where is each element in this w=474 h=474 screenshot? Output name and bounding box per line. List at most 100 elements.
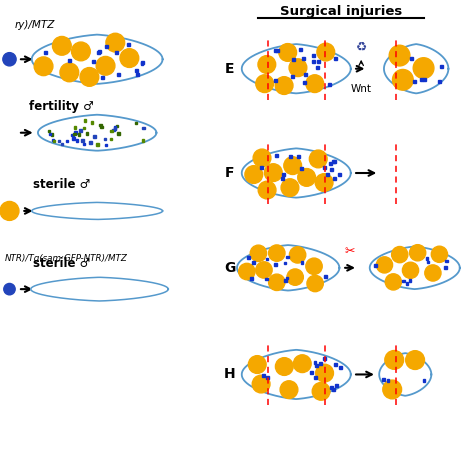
Bar [420, 78, 423, 81]
Bar [68, 59, 71, 62]
Bar [91, 121, 93, 124]
Bar [302, 57, 305, 60]
Bar [52, 139, 54, 141]
Bar [103, 137, 106, 140]
Text: ry)/MTZ: ry)/MTZ [14, 19, 55, 30]
Circle shape [250, 245, 266, 262]
Circle shape [287, 269, 303, 285]
Bar [314, 376, 317, 379]
Bar [61, 143, 63, 145]
Bar [312, 54, 315, 57]
Bar [83, 143, 85, 146]
Circle shape [310, 150, 327, 168]
Circle shape [0, 201, 19, 220]
Circle shape [245, 166, 263, 183]
Bar [423, 79, 426, 82]
Bar [445, 260, 447, 263]
Bar [140, 63, 144, 65]
Bar [250, 277, 253, 280]
Circle shape [252, 375, 270, 393]
Bar [105, 45, 108, 47]
Bar [274, 80, 277, 82]
Bar [426, 257, 428, 260]
Bar [297, 155, 300, 158]
Bar [286, 255, 289, 258]
Bar [323, 166, 326, 169]
Polygon shape [237, 245, 339, 291]
Bar [328, 83, 331, 86]
Circle shape [34, 57, 53, 76]
Text: G: G [224, 261, 236, 275]
Bar [101, 76, 104, 79]
Bar [329, 162, 332, 165]
Circle shape [253, 149, 271, 167]
Circle shape [80, 68, 99, 86]
Bar [374, 264, 377, 267]
Circle shape [53, 36, 71, 55]
Bar [142, 139, 144, 142]
Circle shape [281, 179, 299, 197]
Bar [330, 168, 333, 171]
Circle shape [280, 381, 298, 399]
Circle shape [383, 380, 401, 399]
Circle shape [413, 58, 434, 78]
Bar [71, 134, 74, 137]
Polygon shape [370, 246, 460, 289]
Bar [274, 263, 277, 266]
Circle shape [316, 364, 334, 382]
Bar [48, 130, 50, 132]
Bar [89, 141, 91, 144]
Bar [84, 119, 86, 122]
Text: Surgical injuries: Surgical injuries [280, 5, 402, 18]
Circle shape [317, 43, 335, 61]
Bar [51, 133, 53, 136]
Bar [324, 275, 327, 278]
Circle shape [256, 75, 273, 92]
Text: sterile ♂: sterile ♂ [33, 256, 90, 270]
Bar [97, 51, 100, 54]
Polygon shape [242, 350, 351, 399]
Text: H: H [224, 367, 236, 382]
Bar [410, 57, 413, 60]
Bar [58, 140, 61, 142]
Bar [276, 49, 279, 52]
Bar [301, 261, 303, 264]
Bar [117, 132, 120, 135]
Bar [300, 166, 303, 170]
Polygon shape [242, 44, 351, 93]
Bar [333, 177, 337, 181]
Text: NTR)/Tg(sam:GFP-NTR)/MTZ: NTR)/Tg(sam:GFP-NTR)/MTZ [5, 254, 128, 263]
Bar [93, 136, 96, 138]
Bar [82, 139, 84, 142]
Bar [105, 144, 107, 146]
Bar [304, 73, 307, 76]
Bar [409, 279, 411, 282]
Text: E: E [225, 62, 235, 76]
Bar [48, 133, 51, 135]
Bar [265, 278, 268, 281]
Bar [78, 133, 80, 136]
Circle shape [312, 383, 330, 400]
Bar [274, 49, 277, 52]
Polygon shape [38, 115, 156, 151]
Bar [135, 122, 137, 124]
Polygon shape [242, 148, 351, 198]
Circle shape [410, 245, 426, 261]
Bar [53, 140, 55, 143]
Circle shape [306, 258, 322, 274]
Bar [114, 126, 117, 128]
Bar [275, 154, 278, 156]
Text: fertility ♂: fertility ♂ [29, 100, 94, 113]
Bar [332, 160, 335, 163]
Circle shape [402, 262, 419, 278]
Bar [316, 66, 319, 69]
Bar [312, 60, 315, 63]
Circle shape [275, 77, 293, 94]
Circle shape [290, 246, 306, 263]
Bar [387, 379, 389, 382]
Bar [247, 256, 249, 259]
Circle shape [256, 262, 272, 278]
Bar [299, 48, 302, 51]
Circle shape [60, 63, 79, 82]
Circle shape [392, 70, 413, 90]
